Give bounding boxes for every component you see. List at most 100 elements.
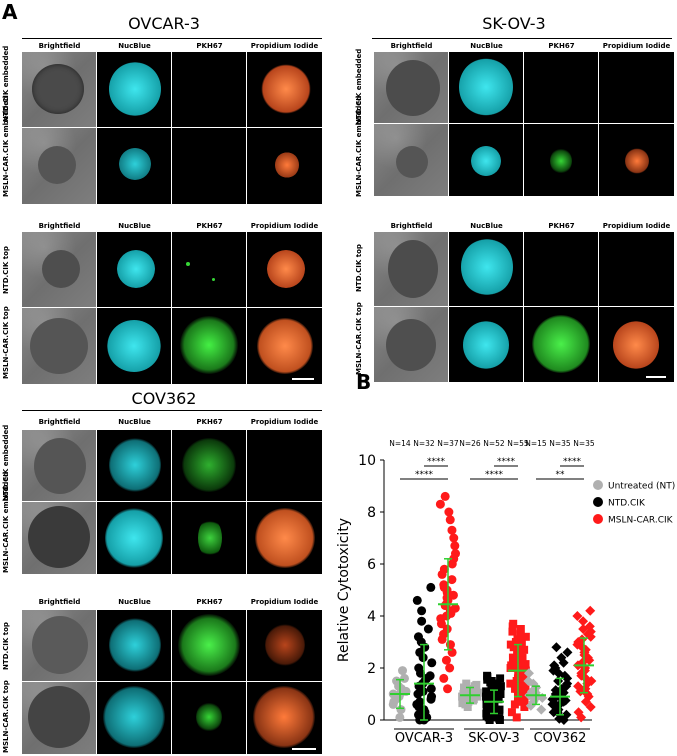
n-label: N=32 [413,439,435,448]
y-tick-label: 8 [367,505,376,521]
cytotoxicity-chart: 0 2 4 6 8 10 Relative Cytotoxicity OVCAR-3 SK-OV… [336,439,675,746]
n-label: N=26 [459,439,481,448]
row-label-msln-top: MSLN-CAR.CIK top [2,680,10,753]
data-point [447,525,457,535]
data-point [521,660,530,669]
data-point [585,626,596,637]
row-label-msln-embedded: MSLN-CAR.CIK embedded [355,95,363,197]
data-point [483,671,492,680]
ovcar-top-column-header: Brightfield NucBlue PKH67 Propidium Iodi… [22,222,322,232]
data-point [584,621,595,632]
data-point [441,655,451,665]
cov-title: COV362 [131,389,197,408]
column-label-pkh67: PKH67 [196,42,223,50]
row-label-msln-top: MSLN-CAR.CIK top [355,302,363,375]
column-label-brightfield: Brightfield [38,418,81,426]
ovcar-title: OVCAR-3 [128,14,200,33]
data-point [492,679,501,688]
data-point [513,635,522,644]
column-label-propidium-iodide: Propidium Iodide [250,42,319,50]
brightfield-image [374,307,448,382]
data-point [427,692,437,702]
brightfield-image [374,52,448,123]
data-point [443,684,453,694]
data-point [414,663,424,673]
propidium-iodide-image [247,610,322,681]
brightfield-image [22,430,96,501]
brightfield-image [22,128,96,204]
data-point [517,638,526,646]
propidium-iodide-image [247,502,322,574]
skov-embedded-column-header: Brightfield NucBlue PKH67 Propidium Iodi… [374,42,674,52]
data-point [572,611,583,621]
data-point [551,642,562,653]
data-point [413,632,423,642]
x-tick-label: SK-OV-3 [468,731,520,746]
data-point [392,676,402,686]
cov-top-image-grid [22,610,322,754]
row-label-ntd-top: NTD.CIK top [2,246,10,294]
data-point [517,643,526,652]
data-point [412,595,422,605]
skov-top-image-grid [374,232,674,382]
data-point [417,606,427,616]
data-point [512,713,521,722]
data-point [549,660,560,671]
data-point [507,708,516,717]
scale-bar [646,376,666,378]
propidium-iodide-image [247,52,322,127]
n-label: N=14 [389,439,411,448]
nucblue-image [449,52,523,123]
skov-top-column-header: Brightfield NucBlue PKH67 Propidium Iodi… [374,222,674,232]
significance-label: **** [427,457,446,467]
data-point [583,629,594,640]
data-point [449,533,459,543]
data-point [482,700,491,709]
data-point [445,663,455,673]
data-point [580,696,591,707]
column-label-brightfield: Brightfield [38,42,81,50]
propidium-iodide-image [599,124,674,196]
brightfield-image [374,232,448,306]
significance-label: **** [485,470,504,480]
row-label-ntd-top: NTD.CIK top [2,622,10,670]
data-point [425,671,435,681]
column-label-brightfield: Brightfield [390,42,433,50]
data-point [400,673,410,683]
y-tick-label: 4 [367,609,376,625]
data-point [439,673,449,683]
pkh67-image [524,124,598,196]
significance-label: **** [415,470,434,480]
column-label-nucblue: NucBlue [118,42,151,50]
data-point [450,549,460,559]
pkh67-image [172,502,246,574]
skov-embedded-image-grid [374,52,674,196]
nucblue-image [449,232,523,306]
pkh67-image [524,52,598,123]
data-point [550,685,561,696]
significance-label: ** [556,470,566,480]
nucblue-image [97,430,171,501]
data-point [388,699,398,709]
data-point [435,499,445,509]
data-point [509,643,518,652]
cov-top-column-header: Brightfield NucBlue PKH67 Propidium Iodi… [22,598,322,608]
brightfield-image [22,52,96,127]
scale-bar [292,748,316,750]
x-tick-label: OVCAR-3 [395,731,453,746]
data-point [577,634,588,645]
data-point [487,683,496,692]
data-point [521,674,530,683]
nucblue-image [449,124,523,196]
data-point [585,605,596,616]
data-point [560,695,571,706]
column-label-nucblue: NucBlue [470,42,503,50]
data-point [508,653,517,662]
column-label-pkh67: PKH67 [548,222,575,230]
legend-label: NTD.CIK [608,499,646,509]
nucblue-image [97,52,171,127]
propidium-iodide-image [599,52,674,123]
propidium-iodide-image [247,128,322,204]
cov-rule [22,410,322,411]
data-point [496,690,505,698]
